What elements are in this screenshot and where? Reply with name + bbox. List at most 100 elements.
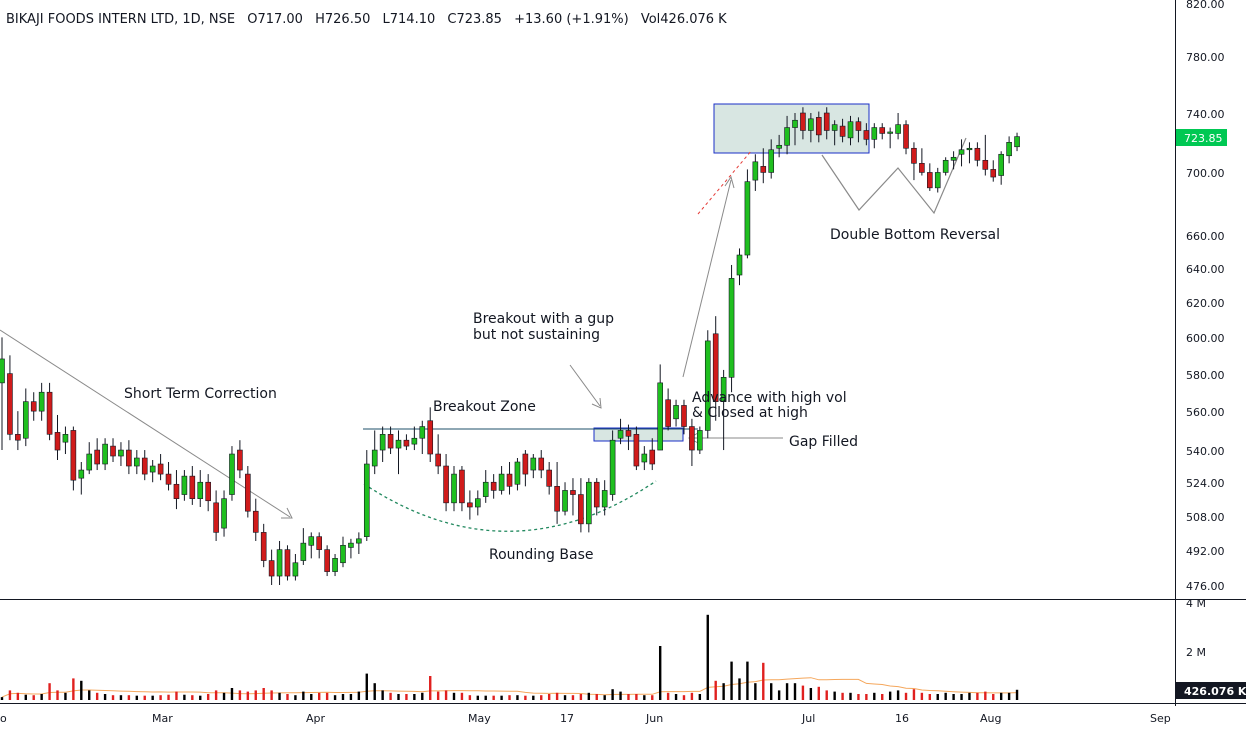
volume-bar[interactable] xyxy=(88,690,91,700)
volume-bar[interactable] xyxy=(999,692,1003,700)
volume-bar[interactable] xyxy=(540,695,543,700)
volume-bar[interactable] xyxy=(817,686,820,700)
volume-bar[interactable] xyxy=(365,673,368,700)
candle-up[interactable] xyxy=(998,153,1004,176)
volume-bar[interactable] xyxy=(444,690,448,700)
volume-bar[interactable] xyxy=(793,683,797,700)
candle-up[interactable] xyxy=(586,481,592,525)
candle-down[interactable] xyxy=(578,494,584,525)
candle-up[interactable] xyxy=(149,465,156,473)
candle-up[interactable] xyxy=(617,430,624,439)
candle-up[interactable] xyxy=(958,149,965,155)
volume-bar[interactable] xyxy=(777,690,781,700)
volume-bar[interactable] xyxy=(658,646,662,700)
candle-down[interactable] xyxy=(403,439,410,447)
volume-bar[interactable] xyxy=(682,695,686,700)
volume-bar[interactable] xyxy=(48,683,51,700)
candle-down[interactable] xyxy=(110,445,116,457)
candle-up[interactable] xyxy=(609,439,616,495)
candle-up[interactable] xyxy=(704,340,711,431)
candle-up[interactable] xyxy=(895,124,901,134)
volume-bar[interactable] xyxy=(770,683,773,700)
candle-up[interactable] xyxy=(379,434,386,451)
volume-bar[interactable] xyxy=(785,683,789,700)
volume-bar[interactable] xyxy=(230,688,234,700)
volume-bar[interactable] xyxy=(555,692,559,700)
candle-up[interactable] xyxy=(22,401,29,439)
volume-bar[interactable] xyxy=(421,692,424,700)
volume-bar[interactable] xyxy=(429,676,432,700)
candle-down[interactable] xyxy=(823,112,830,131)
candle-up[interactable] xyxy=(451,473,457,504)
candle-down[interactable] xyxy=(903,124,909,149)
volume-bar[interactable] xyxy=(143,695,146,700)
candle-down[interactable] xyxy=(974,147,981,161)
candle-up[interactable] xyxy=(181,475,188,495)
volume-bar[interactable] xyxy=(341,694,345,700)
volume-bar[interactable] xyxy=(619,691,622,700)
label-breakout-gap-line1[interactable]: Breakout with a gup xyxy=(473,311,614,327)
volume-bar[interactable] xyxy=(571,695,575,700)
volume-bar[interactable] xyxy=(595,694,598,700)
breakout-gap-arrow[interactable] xyxy=(569,364,601,407)
candle-up[interactable] xyxy=(348,542,354,548)
volume-bar[interactable] xyxy=(547,694,551,700)
volume-bar[interactable] xyxy=(270,690,273,700)
volume-bar[interactable] xyxy=(643,695,646,700)
volume-bar[interactable] xyxy=(841,692,844,700)
candle-up[interactable] xyxy=(62,434,69,443)
candle-down[interactable] xyxy=(879,127,886,134)
label-rounding-base[interactable]: Rounding Base xyxy=(489,547,594,563)
volume-bar[interactable] xyxy=(857,694,860,700)
candle-up[interactable] xyxy=(847,121,854,139)
volume-bar[interactable] xyxy=(690,692,694,700)
candle-up[interactable] xyxy=(363,463,370,537)
volume-bar[interactable] xyxy=(1015,689,1019,700)
candle-down[interactable] xyxy=(927,172,933,189)
candle-down[interactable] xyxy=(990,169,997,178)
volume-bar[interactable] xyxy=(714,680,717,700)
volume-bar[interactable] xyxy=(262,688,265,700)
candle-down[interactable] xyxy=(126,449,132,467)
candle-down[interactable] xyxy=(625,430,632,437)
volume-bar[interactable] xyxy=(397,694,400,700)
label-breakout-gap-line2[interactable]: but not sustaining xyxy=(473,327,600,343)
volume-bar[interactable] xyxy=(896,690,900,700)
candle-up[interactable] xyxy=(78,469,85,479)
volume-bar[interactable] xyxy=(151,695,154,700)
candle-down[interactable] xyxy=(982,159,989,170)
volume-bar[interactable] xyxy=(508,695,511,700)
volume-bar[interactable] xyxy=(563,695,567,700)
candle-down[interactable] xyxy=(427,420,434,455)
volume-bar[interactable] xyxy=(516,695,519,700)
candle-up[interactable] xyxy=(197,481,204,499)
candle-up[interactable] xyxy=(292,562,299,577)
volume-bar[interactable] xyxy=(64,692,67,700)
candle-down[interactable] xyxy=(570,490,576,495)
candle-up[interactable] xyxy=(134,457,140,467)
volume-bar[interactable] xyxy=(833,691,836,700)
volume-bar[interactable] xyxy=(984,691,987,700)
volume-bar[interactable] xyxy=(214,690,218,700)
candle-up[interactable] xyxy=(514,461,521,485)
volume-bar[interactable] xyxy=(873,692,876,700)
candle-up[interactable] xyxy=(1006,142,1012,157)
candle-up[interactable] xyxy=(356,538,362,544)
candle-up[interactable] xyxy=(395,439,402,449)
candle-down[interactable] xyxy=(633,434,640,467)
candle-down[interactable] xyxy=(94,449,100,465)
candle-up[interactable] xyxy=(332,558,338,572)
candle-up[interactable] xyxy=(1014,136,1020,148)
volume-bar[interactable] xyxy=(318,692,321,700)
volume-bar[interactable] xyxy=(849,692,852,700)
candle-up[interactable] xyxy=(340,544,346,564)
candle-down[interactable] xyxy=(141,457,148,475)
volume-bar[interactable] xyxy=(0,697,4,700)
volume-bar[interactable] xyxy=(333,695,337,700)
short-term-correction-arrow[interactable] xyxy=(0,329,291,518)
candle-down[interactable] xyxy=(546,469,552,487)
double-bottom-pattern[interactable] xyxy=(821,137,967,215)
candle-down[interactable] xyxy=(649,449,656,465)
volume-bar[interactable] xyxy=(405,694,408,700)
